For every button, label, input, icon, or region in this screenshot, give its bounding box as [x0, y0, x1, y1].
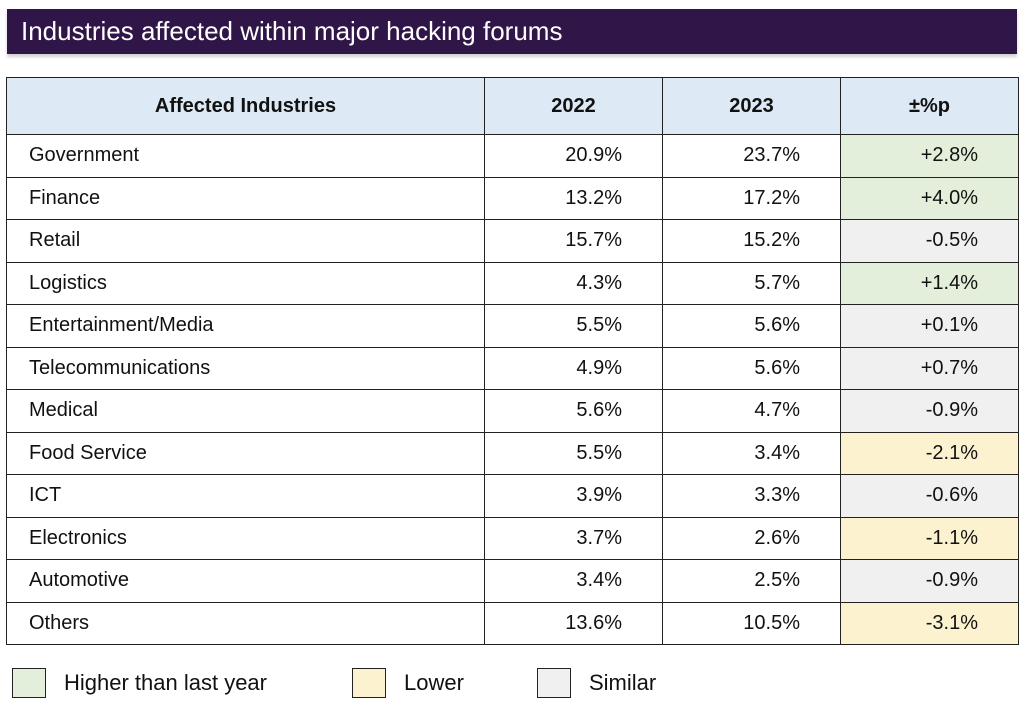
industry-cell: Automotive [6, 559, 485, 603]
legend-item-higher: Higher than last year [12, 666, 267, 700]
change-cell: -3.1% [840, 601, 1019, 645]
value-2023-cell: 5.6% [662, 304, 841, 348]
table-row: Government 20.9% 23.7% +2.8% [6, 134, 1019, 178]
value-2023-cell: 15.2% [662, 219, 841, 263]
value-2023-cell: 23.7% [662, 134, 841, 178]
value-2023-cell: 4.7% [662, 389, 841, 433]
change-cell: +2.8% [840, 134, 1019, 178]
value-2022-cell: 3.4% [484, 559, 663, 603]
industry-cell: Medical [6, 389, 485, 433]
table-row: Entertainment/Media 5.5% 5.6% +0.1% [6, 304, 1019, 348]
value-2023-cell: 5.6% [662, 346, 841, 390]
column-header-change: ±%p [840, 77, 1019, 135]
legend-label-lower: Lower [404, 670, 464, 695]
change-cell: -0.9% [840, 559, 1019, 603]
table-row: Telecommunications 4.9% 5.6% +0.7% [6, 346, 1019, 390]
table-row: Others 13.6% 10.5% -3.1% [6, 601, 1019, 645]
value-2023-cell: 3.4% [662, 431, 841, 475]
industry-cell: Finance [6, 176, 485, 220]
industry-cell: ICT [6, 474, 485, 518]
value-2023-cell: 10.5% [662, 601, 841, 645]
legend-swatch-higher [12, 668, 46, 698]
value-2023-cell: 17.2% [662, 176, 841, 220]
value-2022-cell: 13.6% [484, 601, 663, 645]
legend-item-similar: Similar [537, 666, 656, 700]
column-header-2023: 2023 [662, 77, 841, 135]
value-2022-cell: 15.7% [484, 219, 663, 263]
legend-item-lower: Lower [352, 666, 464, 700]
change-cell: +4.0% [840, 176, 1019, 220]
table-row: Logistics 4.3% 5.7% +1.4% [6, 261, 1019, 305]
value-2022-cell: 3.9% [484, 474, 663, 518]
table-row: Retail 15.7% 15.2% -0.5% [6, 219, 1019, 263]
industries-table: Affected Industries 2022 2023 ±%p Govern… [6, 77, 1019, 645]
value-2022-cell: 13.2% [484, 176, 663, 220]
industry-cell: Entertainment/Media [6, 304, 485, 348]
value-2022-cell: 4.9% [484, 346, 663, 390]
industry-cell: Retail [6, 219, 485, 263]
industry-cell: Others [6, 601, 485, 645]
legend-swatch-lower [352, 668, 386, 698]
change-cell: -0.5% [840, 219, 1019, 263]
industry-cell: Telecommunications [6, 346, 485, 390]
change-cell: +0.7% [840, 346, 1019, 390]
table-row: ICT 3.9% 3.3% -0.6% [6, 474, 1019, 518]
value-2022-cell: 20.9% [484, 134, 663, 178]
value-2022-cell: 5.5% [484, 304, 663, 348]
change-cell: +0.1% [840, 304, 1019, 348]
value-2023-cell: 2.6% [662, 516, 841, 560]
legend-swatch-similar [537, 668, 571, 698]
value-2022-cell: 5.6% [484, 389, 663, 433]
value-2022-cell: 5.5% [484, 431, 663, 475]
table-row: Automotive 3.4% 2.5% -0.9% [6, 559, 1019, 603]
table-header-row: Affected Industries 2022 2023 ±%p [6, 77, 1019, 135]
change-cell: -0.6% [840, 474, 1019, 518]
industry-cell: Government [6, 134, 485, 178]
legend-label-higher: Higher than last year [64, 670, 267, 695]
table-body: Government 20.9% 23.7% +2.8% Finance 13.2% 17.… [6, 134, 1019, 645]
chart-title: Industries affected within major hacking… [21, 16, 563, 46]
industry-cell: Electronics [6, 516, 485, 560]
table-row: Food Service 5.5% 3.4% -2.1% [6, 431, 1019, 475]
change-cell: -2.1% [840, 431, 1019, 475]
legend: Higher than last year Lower Similar [12, 666, 1012, 702]
title-bar: Industries affected within major hacking… [7, 9, 1017, 54]
industry-cell: Food Service [6, 431, 485, 475]
change-cell: +1.4% [840, 261, 1019, 305]
table-row: Electronics 3.7% 2.6% -1.1% [6, 516, 1019, 560]
column-header-industry: Affected Industries [6, 77, 485, 135]
change-cell: -1.1% [840, 516, 1019, 560]
industry-cell: Logistics [6, 261, 485, 305]
legend-label-similar: Similar [589, 670, 657, 695]
value-2022-cell: 4.3% [484, 261, 663, 305]
value-2023-cell: 2.5% [662, 559, 841, 603]
table-row: Medical 5.6% 4.7% -0.9% [6, 389, 1019, 433]
change-cell: -0.9% [840, 389, 1019, 433]
value-2022-cell: 3.7% [484, 516, 663, 560]
value-2023-cell: 5.7% [662, 261, 841, 305]
table-row: Finance 13.2% 17.2% +4.0% [6, 176, 1019, 220]
value-2023-cell: 3.3% [662, 474, 841, 518]
column-header-2022: 2022 [484, 77, 663, 135]
